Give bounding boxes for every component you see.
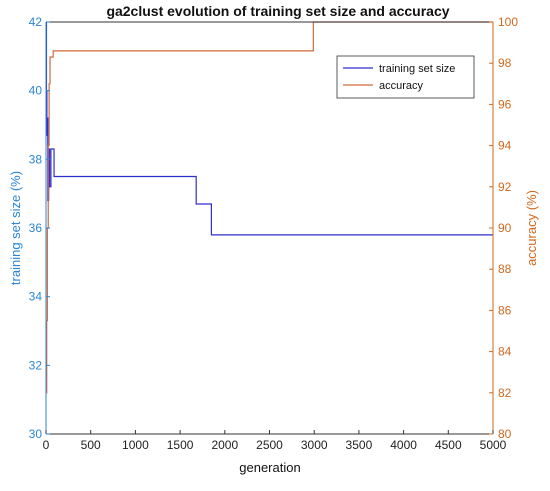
y-axis-label-left: training set size (%) bbox=[8, 171, 23, 285]
y-left-tick-label: 32 bbox=[29, 358, 43, 372]
y-left-tick-label: 30 bbox=[29, 427, 43, 441]
y-right-tick-label: 86 bbox=[498, 303, 512, 317]
x-tick-label: 2000 bbox=[211, 438, 238, 452]
x-tick-label: 500 bbox=[81, 438, 101, 452]
y-right-tick-label: 80 bbox=[498, 427, 512, 441]
y-left-tick-label: 42 bbox=[29, 15, 43, 29]
y-right-tick-label: 100 bbox=[498, 15, 518, 29]
legend-box bbox=[336, 55, 475, 99]
y-left-tick-label: 38 bbox=[29, 152, 43, 166]
y-right-tick-label: 98 bbox=[498, 56, 512, 70]
y-right-tick-label: 84 bbox=[498, 345, 512, 359]
x-tick-label: 0 bbox=[43, 438, 50, 452]
y-right-tick-label: 92 bbox=[498, 180, 512, 194]
y-left-tick-label: 40 bbox=[29, 84, 43, 98]
x-tick-label: 5000 bbox=[480, 438, 507, 452]
x-tick-label: 4500 bbox=[435, 438, 462, 452]
y-right-tick-label: 96 bbox=[498, 97, 512, 111]
x-tick-label: 2500 bbox=[256, 438, 283, 452]
legend: training set size accuracy bbox=[336, 55, 475, 99]
x-tick-label: 1000 bbox=[122, 438, 149, 452]
x-tick-label: 3500 bbox=[346, 438, 373, 452]
legend-label: accuracy bbox=[379, 80, 424, 92]
series-layer bbox=[45, 21, 493, 394]
x-axis-label: generation bbox=[239, 460, 300, 475]
y-right-tick-label: 94 bbox=[498, 139, 512, 153]
x-tick-label: 4000 bbox=[390, 438, 417, 452]
axes-layer: 0 500 1000 1500 2000 2500 3000 3500 4000 4500 5000… bbox=[29, 15, 519, 452]
x-tick-label: 3000 bbox=[301, 438, 328, 452]
y-right-tick-label: 88 bbox=[498, 262, 512, 276]
legend-label: training set size bbox=[379, 63, 455, 75]
y-right-tick-label: 90 bbox=[498, 221, 512, 235]
series-line-accuracy bbox=[46, 21, 493, 394]
x-tick-label: 1500 bbox=[167, 438, 194, 452]
y-left-tick-label: 34 bbox=[29, 290, 43, 304]
chart-title: ga2clust evolution of training set size … bbox=[106, 3, 449, 19]
y-right-tick-label: 82 bbox=[498, 386, 512, 400]
y-left-tick-label: 36 bbox=[29, 221, 43, 235]
series-line-training-set-size bbox=[45, 21, 493, 236]
y-axis-label-right: accuracy (%) bbox=[524, 190, 539, 266]
